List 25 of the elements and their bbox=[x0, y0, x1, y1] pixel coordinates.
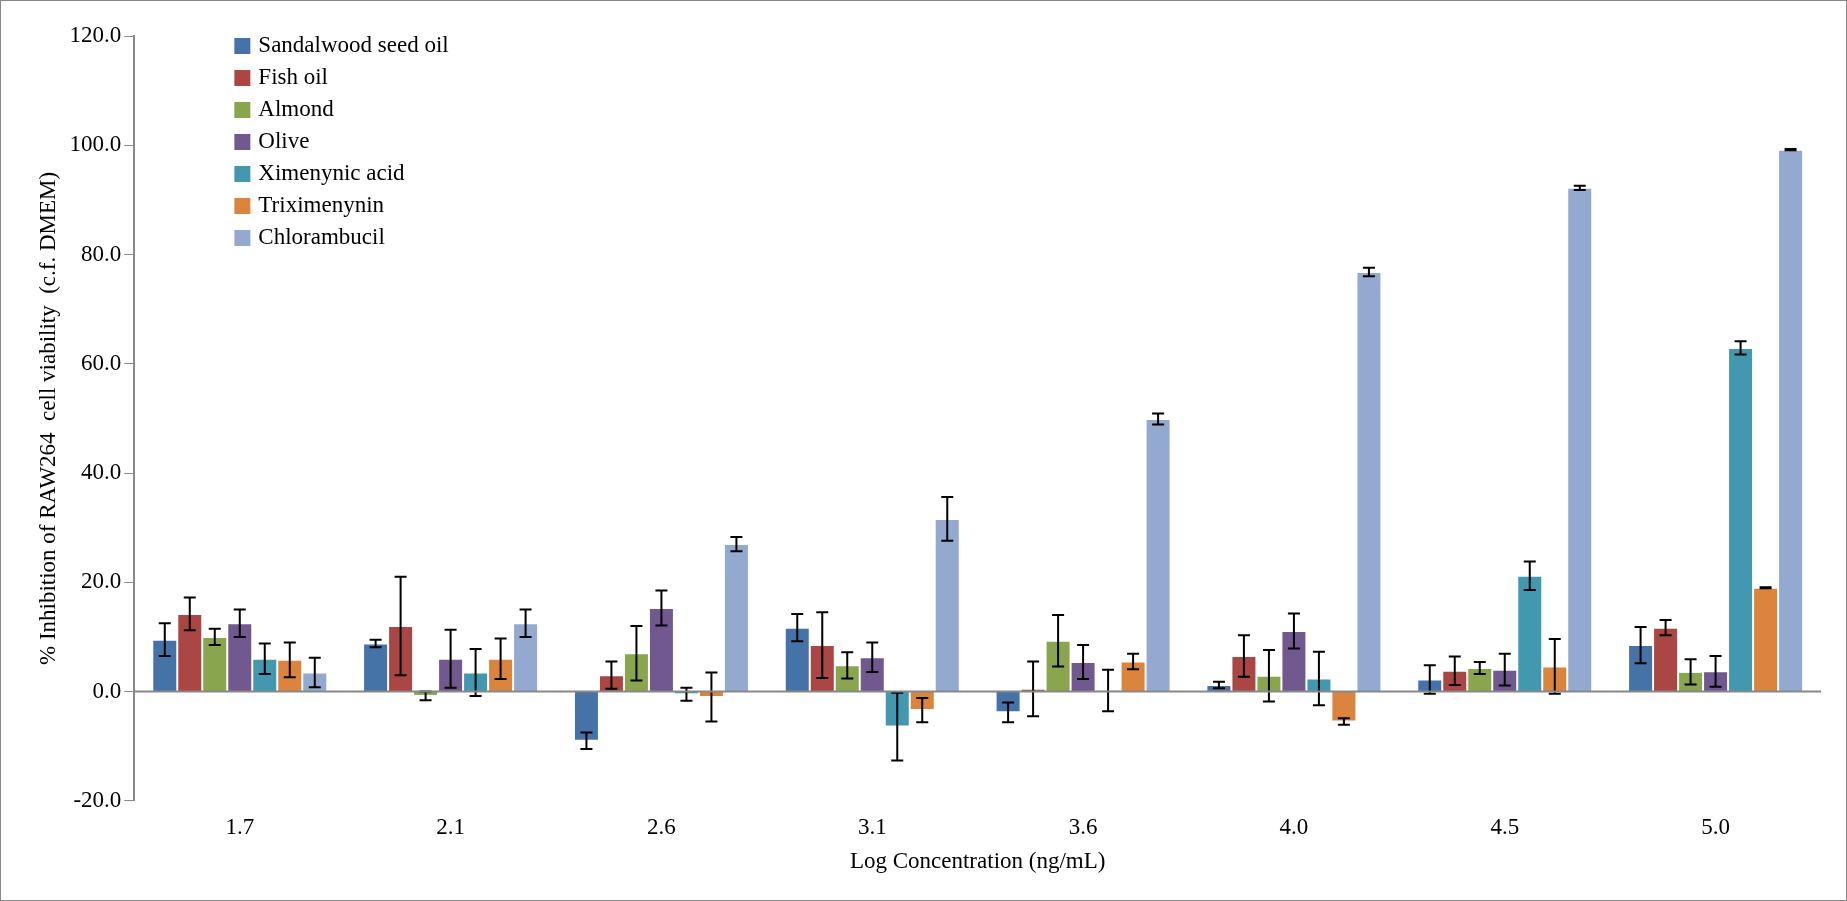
x-tick-label: 2.6 bbox=[647, 813, 676, 839]
x-tick-label: 5.0 bbox=[1701, 813, 1730, 839]
legend-label: Fish oil bbox=[258, 64, 329, 90]
y-tick-label: 100.0 bbox=[69, 131, 122, 157]
legend-label: Almond bbox=[258, 96, 335, 122]
legend-label: Triximenynin bbox=[258, 192, 385, 218]
x-tick-label: 4.0 bbox=[1279, 813, 1309, 839]
x-tick-label: 3.6 bbox=[1068, 813, 1098, 839]
y-tick-label: -20.0 bbox=[73, 786, 122, 812]
legend-label: Chlorambucil bbox=[258, 224, 385, 250]
x-tick-label: 1.7 bbox=[225, 813, 255, 839]
legend-label: Olive bbox=[258, 128, 310, 154]
y-tick-label: 80.0 bbox=[81, 240, 122, 266]
y-tick-label: 40.0 bbox=[81, 459, 122, 485]
x-axis-title: Log Concentration (ng/mL) bbox=[849, 848, 1106, 874]
x-tick-label: 4.5 bbox=[1490, 813, 1520, 839]
y-tick-label: 120.0 bbox=[69, 22, 122, 48]
y-tick-label: 20.0 bbox=[81, 568, 122, 594]
y-axis-title: % Inhibition of RAW264 cell viability (c.f. DMEM) bbox=[34, 171, 60, 666]
legend-label: Ximenynic acid bbox=[258, 160, 406, 186]
y-tick-label: 60.0 bbox=[81, 349, 122, 375]
y-tick-label: 0.0 bbox=[92, 677, 122, 703]
x-tick-label: 3.1 bbox=[857, 813, 887, 839]
x-tick-label: 2.1 bbox=[436, 813, 465, 839]
legend-label: Sandalwood seed oil bbox=[258, 32, 449, 58]
